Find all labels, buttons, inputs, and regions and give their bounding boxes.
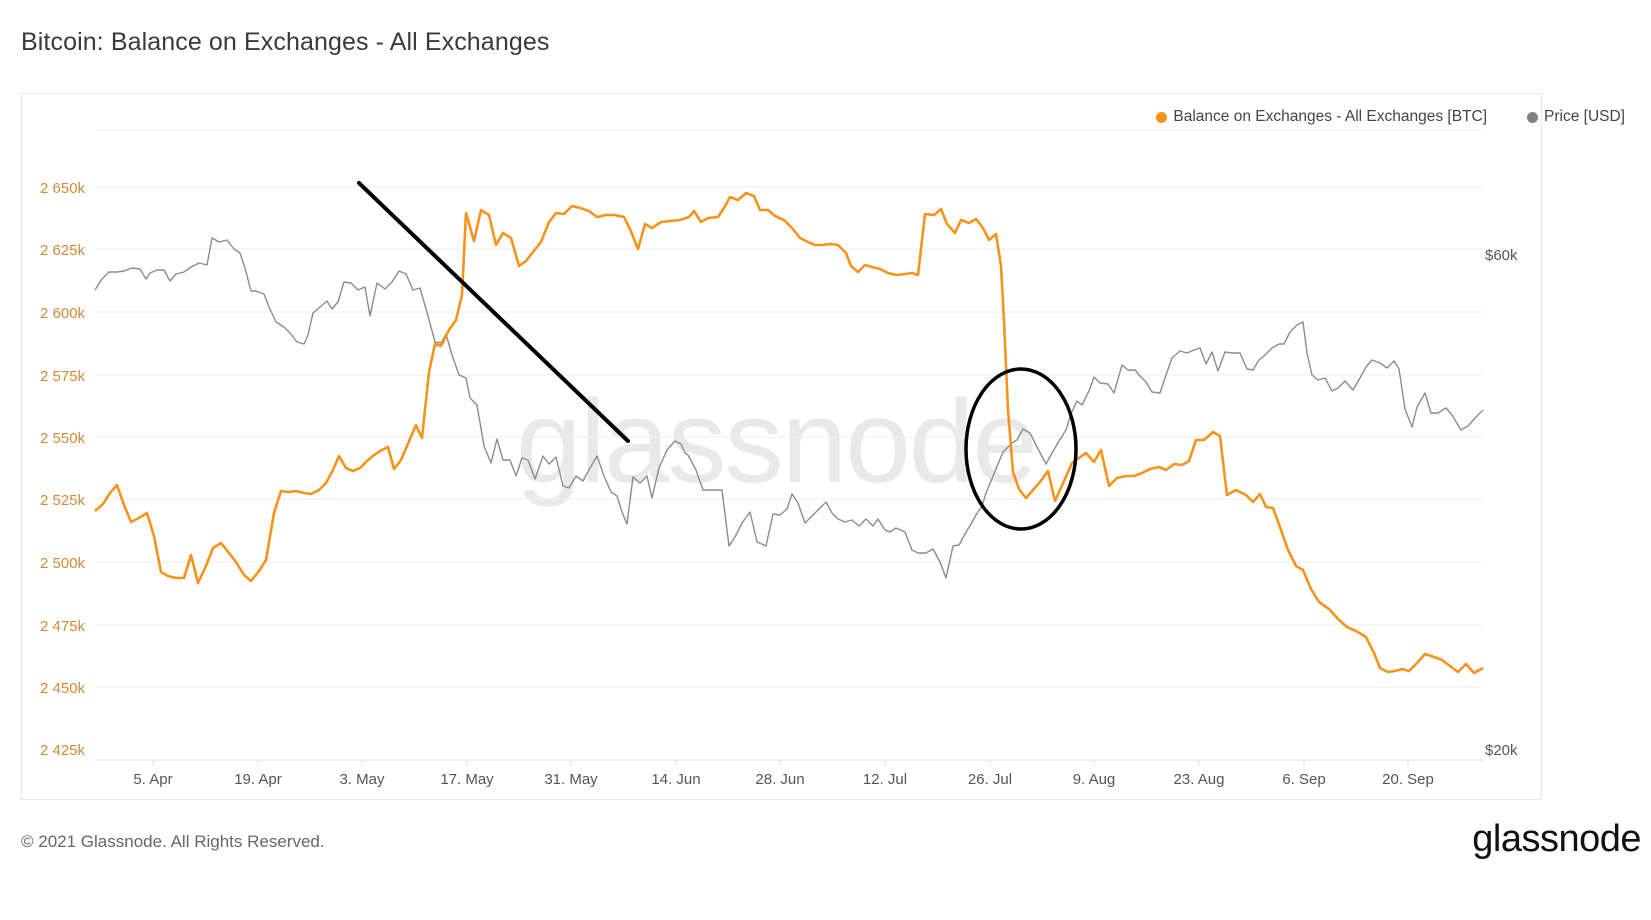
annotation-diagonal-line [357, 181, 630, 443]
x-tick-label: 20. Sep [1382, 771, 1434, 788]
x-axis-tick-marks [152, 760, 1409, 766]
y-tick-label: 2 600k [40, 305, 86, 322]
x-tick-label: 19. Apr [234, 771, 282, 788]
x-axis: 5. Apr 19. Apr 3. May 17. May 31. May 14… [133, 771, 1433, 788]
y-axis-left: 2 650k 2 625k 2 600k 2 575k 2 550k 2 525… [40, 180, 86, 759]
y-right-tick-label: $20k [1485, 742, 1518, 759]
x-tick-label: 17. May [440, 771, 494, 788]
x-tick-label: 31. May [544, 771, 598, 788]
legend-dot-gray-icon [1527, 111, 1539, 123]
y-tick-label: 2 575k [40, 368, 86, 385]
legend-item-balance[interactable]: Balance on Exchanges - All Exchanges [BT… [1156, 108, 1487, 126]
x-tick-label: 14. Jun [651, 771, 700, 788]
y-tick-label: 2 525k [40, 492, 86, 509]
y-right-tick-label: $60k [1485, 247, 1518, 264]
chart-title: Bitcoin: Balance on Exchanges - All Exch… [21, 28, 550, 56]
copyright-text: © 2021 Glassnode. All Rights Reserved. [21, 832, 325, 851]
x-tick-label: 6. Sep [1282, 771, 1325, 788]
y-tick-label: 2 550k [40, 430, 86, 447]
watermark: glassnode [516, 376, 1036, 508]
x-tick-label: 23. Aug [1174, 771, 1225, 788]
legend-item-price[interactable]: Price [USD] [1527, 108, 1625, 126]
x-tick-label: 26. Jul [968, 771, 1012, 788]
glassnode-logo: glassnode [1472, 818, 1641, 860]
legend-label-price: Price [USD] [1544, 108, 1625, 125]
y-tick-label: 2 500k [40, 555, 86, 572]
y-axis-right: $60k $20k [1485, 247, 1518, 759]
x-tick-label: 3. May [339, 771, 385, 788]
x-tick-label: 12. Jul [863, 771, 907, 788]
chart-legend: Balance on Exchanges - All Exchanges [BT… [1156, 108, 1625, 126]
legend-dot-orange-icon [1156, 111, 1168, 123]
y-tick-label: 2 425k [40, 742, 86, 759]
y-tick-label: 2 450k [40, 680, 86, 697]
legend-label-balance: Balance on Exchanges - All Exchanges [BT… [1173, 108, 1488, 125]
y-tick-label: 2 650k [40, 180, 86, 197]
y-tick-label: 2 475k [40, 618, 86, 635]
x-tick-label: 5. Apr [133, 771, 172, 788]
x-tick-label: 9. Aug [1073, 771, 1116, 788]
balance-line[interactable] [94, 191, 1484, 675]
annotation-ellipse [964, 367, 1078, 531]
x-tick-label: 28. Jun [755, 771, 804, 788]
chart-frame [21, 93, 1542, 800]
price-line[interactable] [94, 237, 1484, 579]
y-tick-label: 2 625k [40, 242, 86, 259]
